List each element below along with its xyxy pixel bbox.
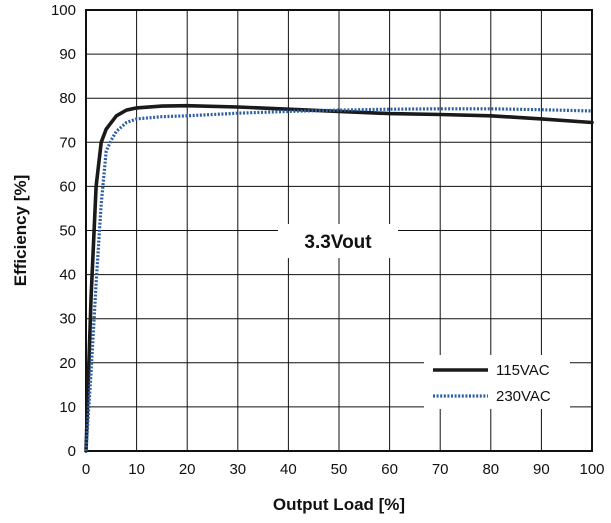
x-tick-label: 10	[128, 461, 145, 478]
y-tick-label: 100	[51, 2, 76, 19]
x-tick-label: 90	[533, 461, 550, 478]
y-tick-label: 10	[59, 399, 76, 416]
annotation-background	[278, 224, 398, 258]
y-tick-label: 80	[59, 90, 76, 107]
x-tick-label: 100	[579, 461, 604, 478]
x-tick-label: 60	[381, 461, 398, 478]
legend-label-230vac: 230VAC	[496, 388, 551, 405]
y-tick-label: 30	[59, 311, 76, 328]
y-tick-label: 20	[59, 355, 76, 372]
y-tick-labels: 0 10 20 30 40 50 60 70 80 90 100	[51, 2, 76, 460]
y-tick-label: 90	[59, 46, 76, 63]
x-tick-label: 80	[482, 461, 499, 478]
legend-background	[424, 355, 570, 409]
series-line-230vac	[84, 107, 593, 452]
x-tick-label: 70	[432, 461, 449, 478]
x-tick-label: 20	[179, 461, 196, 478]
x-axis-title: Output Load [%]	[273, 495, 405, 514]
plot-frame	[85, 9, 593, 452]
y-tick-label: 50	[59, 223, 76, 240]
x-tick-labels: 0 10 20 30 40 50 60 70 80 90 100	[82, 461, 605, 478]
y-tick-label: 60	[59, 178, 76, 195]
x-tick-label: 50	[331, 461, 348, 478]
x-tick-label: 40	[280, 461, 297, 478]
y-tick-label: 40	[59, 267, 76, 284]
legend-label-115vac: 115VAC	[496, 362, 550, 379]
legend: 115VAC 230VAC	[424, 355, 570, 409]
annotation-3-3vout: 3.3Vout	[304, 232, 372, 253]
series-line-115vac	[84, 103, 594, 453]
x-tick-label: 0	[82, 461, 90, 478]
series-layer	[84, 103, 594, 453]
y-axis-title: Efficiency [%]	[11, 175, 30, 286]
y-tick-label: 0	[68, 443, 76, 460]
x-tick-label: 30	[229, 461, 246, 478]
y-tick-label: 70	[59, 134, 76, 151]
